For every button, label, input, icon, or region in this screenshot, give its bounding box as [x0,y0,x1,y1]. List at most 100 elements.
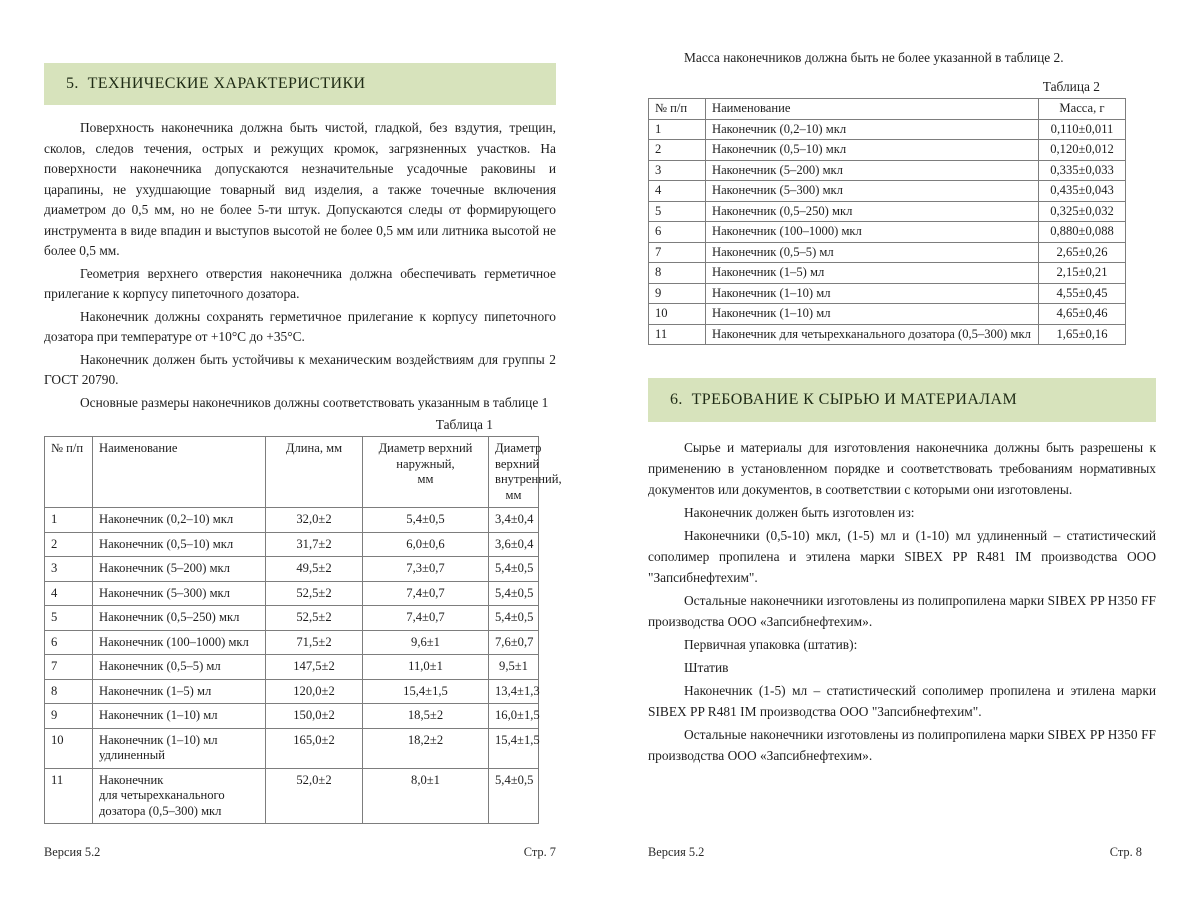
page-8: Масса наконечников должна быть не более … [648,0,1156,900]
table-row: 11 Наконечник для четырехканального дозат… [44,767,539,824]
page-8-footer: Версия 5.2 Стр. 8 [648,845,1156,860]
table-cell: 5,4±0,5 [488,556,539,582]
paragraph-sibex-h350: Остальные наконечники изготовлены из пол… [648,593,1156,629]
table-cell: 8 [648,262,706,284]
column-header-number: № п/п [44,436,93,508]
table-cell: 2,65±0,26 [1038,241,1126,263]
table-row: 8 Наконечник (1–5) мл 2,15±0,21 [648,262,1126,284]
table-cell: Наконечник (0,2–10) мкл [92,507,266,533]
table-cell: 10 [648,303,706,325]
section-5-heading-band: 5. ТЕХНИЧЕСКИЕ ХАРАКТЕРИСТИКИ [44,63,556,105]
table-row: 6 Наконечник (100–1000) мкл 71,5±2 9,6±1 7,6… [44,629,539,655]
table-cell: 4 [44,580,93,606]
table-cell: 2,15±0,21 [1038,262,1126,284]
table-cell: 11 [44,767,93,824]
table-cell: 15,4±1,5 [362,678,489,704]
table-cell: 52,5±2 [265,605,363,631]
table-cell: Наконечник для четырехканального дозатор… [92,767,266,824]
table2-body: 1 Наконечник (0,2–10) мкл 0,110±0,011 2 Нако… [648,118,1126,345]
table-cell: 16,0±1,5 [488,703,540,729]
table-cell: 7,4±0,7 [362,605,489,631]
table-cell: 6,0±0,6 [362,531,489,557]
table-cell: Наконечник (0,5–10) мкл [705,139,1039,161]
table-cell: 49,5±2 [265,556,363,582]
table-cell: Наконечник (0,2–10) мкл [705,118,1039,140]
table-cell: 8,0±1 [362,767,489,824]
table-row: 3 Наконечник (5–200) мкл 0,335±0,033 [648,159,1126,181]
paragraph-made-of: Наконечник должен быть изготовлен из: [684,505,915,520]
table-row: 4 Наконечник (5–300) мкл 52,5±2 7,4±0,7 5,4±… [44,580,539,606]
table-row: 6 Наконечник (100–1000) мкл 0,880±0,088 [648,221,1126,243]
table-header-row: № п/п Наименование Длина, мм Диаметр вер… [44,436,562,508]
table-cell: 11,0±1 [362,654,489,680]
table-cell: 31,7±2 [265,531,363,557]
paragraph-geometry: Геометрия верхнего отверстия наконечника… [44,265,556,302]
table-row: 2 Наконечник (0,5–10) мкл 0,120±0,012 [648,139,1126,161]
table-cell: 6 [648,221,706,243]
table-cell: 52,5±2 [265,580,363,606]
footer-page-number: Стр. 8 [1109,845,1142,859]
table-cell: 7,4±0,7 [362,580,489,606]
column-header-length: Длина, мм [265,436,363,508]
table-cell: Наконечник (0,5–10) мкл [92,531,266,557]
table-cell: Наконечник (5–300) мкл [705,180,1039,202]
table-cell: 9,5±1 [488,654,539,680]
table-cell: 165,0±2 [265,727,363,769]
table-row: 2 Наконечник (0,5–10) мкл 31,7±2 6,0±0,6 3,6… [44,531,539,557]
table-cell: 1,65±0,16 [1038,323,1126,345]
table-cell: 9 [648,282,706,304]
column-header-outer-diameter: Диаметр верхний наружный, мм [362,436,489,508]
table-cell: Наконечник (5–300) мкл [92,580,266,606]
table-cell: 7,3±0,7 [362,556,489,582]
table-cell: 52,0±2 [265,767,363,824]
paragraph-surface-requirements: Поверхность наконечника должна быть чист… [44,120,556,258]
section-5-heading: 5. ТЕХНИЧЕСКИЕ ХАРАКТЕРИСТИКИ [66,75,366,92]
table-cell: 71,5±2 [265,629,363,655]
column-header-inner-diameter: Диаметр верхний внутренний, мм [488,436,562,508]
table-cell: 0,120±0,012 [1038,139,1126,161]
table-cell: 15,4±1,5 [488,727,540,769]
table-cell: 13,4±1,3 [488,678,540,704]
table-cell: 3,4±0,4 [488,507,539,533]
table-cell: 1 [44,507,93,533]
table1-caption: Таблица 1 [435,417,493,432]
table-cell: 7 [648,241,706,263]
table-cell: 2 [648,139,706,161]
table-row: 8 Наконечник (1–5) мл 120,0±2 15,4±1,5 13,4±… [44,678,540,704]
table-cell: 0,435±0,043 [1038,180,1126,202]
table-cell: 0,110±0,011 [1038,118,1126,140]
paragraph-raw-materials: Сырье и материалы для изготовления након… [648,440,1156,497]
table-cell: 18,5±2 [362,703,489,729]
table-cell: Наконечник (0,5–250) мкл [705,200,1039,222]
table-cell: 0,880±0,088 [1038,221,1126,243]
footer-version: Версия 5.2 [44,845,101,859]
paragraph-table2-ref: Масса наконечников должна быть не более … [684,50,1064,65]
table-cell: 32,0±2 [265,507,363,533]
table2-caption: Таблица 2 [1042,79,1100,94]
paragraph-sibex-r481: Наконечники (0,5-10) мкл, (1-5) мл и (1-… [648,528,1156,585]
table-cell: 1 [648,118,706,140]
table-cell: Наконечник для четырехканального дозатор… [705,323,1039,345]
paragraph-other-tips: Остальные наконечники изготовлены из пол… [648,727,1156,763]
table-cell: 120,0±2 [265,678,363,704]
table-row: 3 Наконечник (5–200) мкл 49,5±2 7,3±0,7 5,4±… [44,556,539,582]
table-cell: 7 [44,654,93,680]
table-row: 7 Наконечник (0,5–5) мл 2,65±0,26 [648,241,1126,263]
table-row: 9 Наконечник (1–10) мл 150,0±2 18,5±2 16,0±1… [44,703,540,729]
table-cell: Наконечник (1–5) мл [705,262,1039,284]
column-header-number: № п/п [648,98,706,120]
table-cell: 11 [648,323,706,345]
table-row: 10 Наконечник (1–10) мл удлиненный 165,0±2… [44,727,540,769]
table-cell: 5,4±0,5 [488,605,539,631]
table-row: 1 Наконечник (0,2–10) мкл 0,110±0,011 [648,118,1126,140]
table-cell: Наконечник (1–10) мл удлиненный [92,727,266,769]
table-cell: Наконечник (100–1000) мкл [92,629,266,655]
table-cell: 6 [44,629,93,655]
page-7: 5. ТЕХНИЧЕСКИЕ ХАРАКТЕРИСТИКИ Поверхност… [44,0,562,900]
column-header-mass: Масса, г [1038,98,1126,120]
table-cell: Наконечник (1–5) мл [92,678,266,704]
column-header-name: Наименование [705,98,1039,120]
footer-version: Версия 5.2 [648,845,705,859]
table-row: 4 Наконечник (5–300) мкл 0,435±0,043 [648,180,1126,202]
table-row: 5 Наконечник (0,5–250) мкл 0,325±0,032 [648,200,1126,222]
